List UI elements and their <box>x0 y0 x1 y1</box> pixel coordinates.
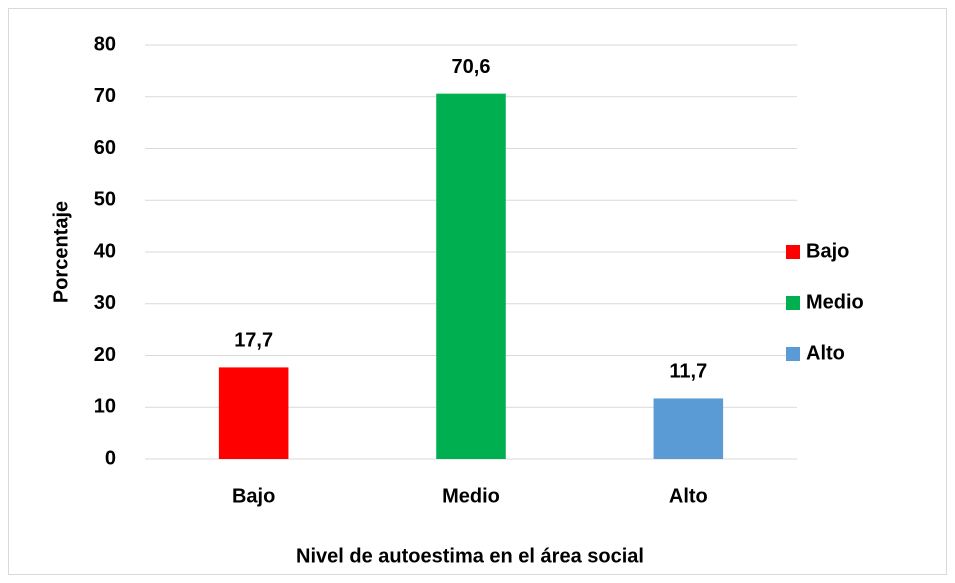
x-axis-title: Nivel de autoestima en el área social <box>296 545 644 567</box>
legend-label: Bajo <box>806 240 849 262</box>
x-tick-label: Bajo <box>232 485 275 507</box>
data-label: 70,6 <box>452 56 491 78</box>
legend-label: Medio <box>806 291 864 313</box>
y-axis-title: Porcentaje <box>50 201 72 303</box>
bar <box>653 398 724 459</box>
legend-label: Alto <box>806 342 845 364</box>
legend-swatch <box>786 347 800 361</box>
y-tick-label: 10 <box>94 396 116 418</box>
data-label: 17,7 <box>234 330 273 352</box>
legend-swatch <box>786 296 800 310</box>
x-tick-label: Medio <box>442 485 500 507</box>
y-tick-label: 20 <box>94 344 116 366</box>
y-tick-label: 50 <box>94 189 116 211</box>
bar <box>436 93 506 460</box>
y-tick-label: 60 <box>94 137 116 159</box>
bar <box>218 367 289 459</box>
data-label: 11,7 <box>669 361 707 383</box>
y-tick-label: 80 <box>94 33 116 55</box>
y-tick-label: 0 <box>105 447 116 469</box>
y-tick-label: 40 <box>94 240 116 262</box>
y-tick-label: 30 <box>94 292 116 314</box>
x-tick-label: Alto <box>669 485 708 507</box>
legend-swatch <box>786 245 800 259</box>
y-tick-label: 70 <box>94 85 116 107</box>
